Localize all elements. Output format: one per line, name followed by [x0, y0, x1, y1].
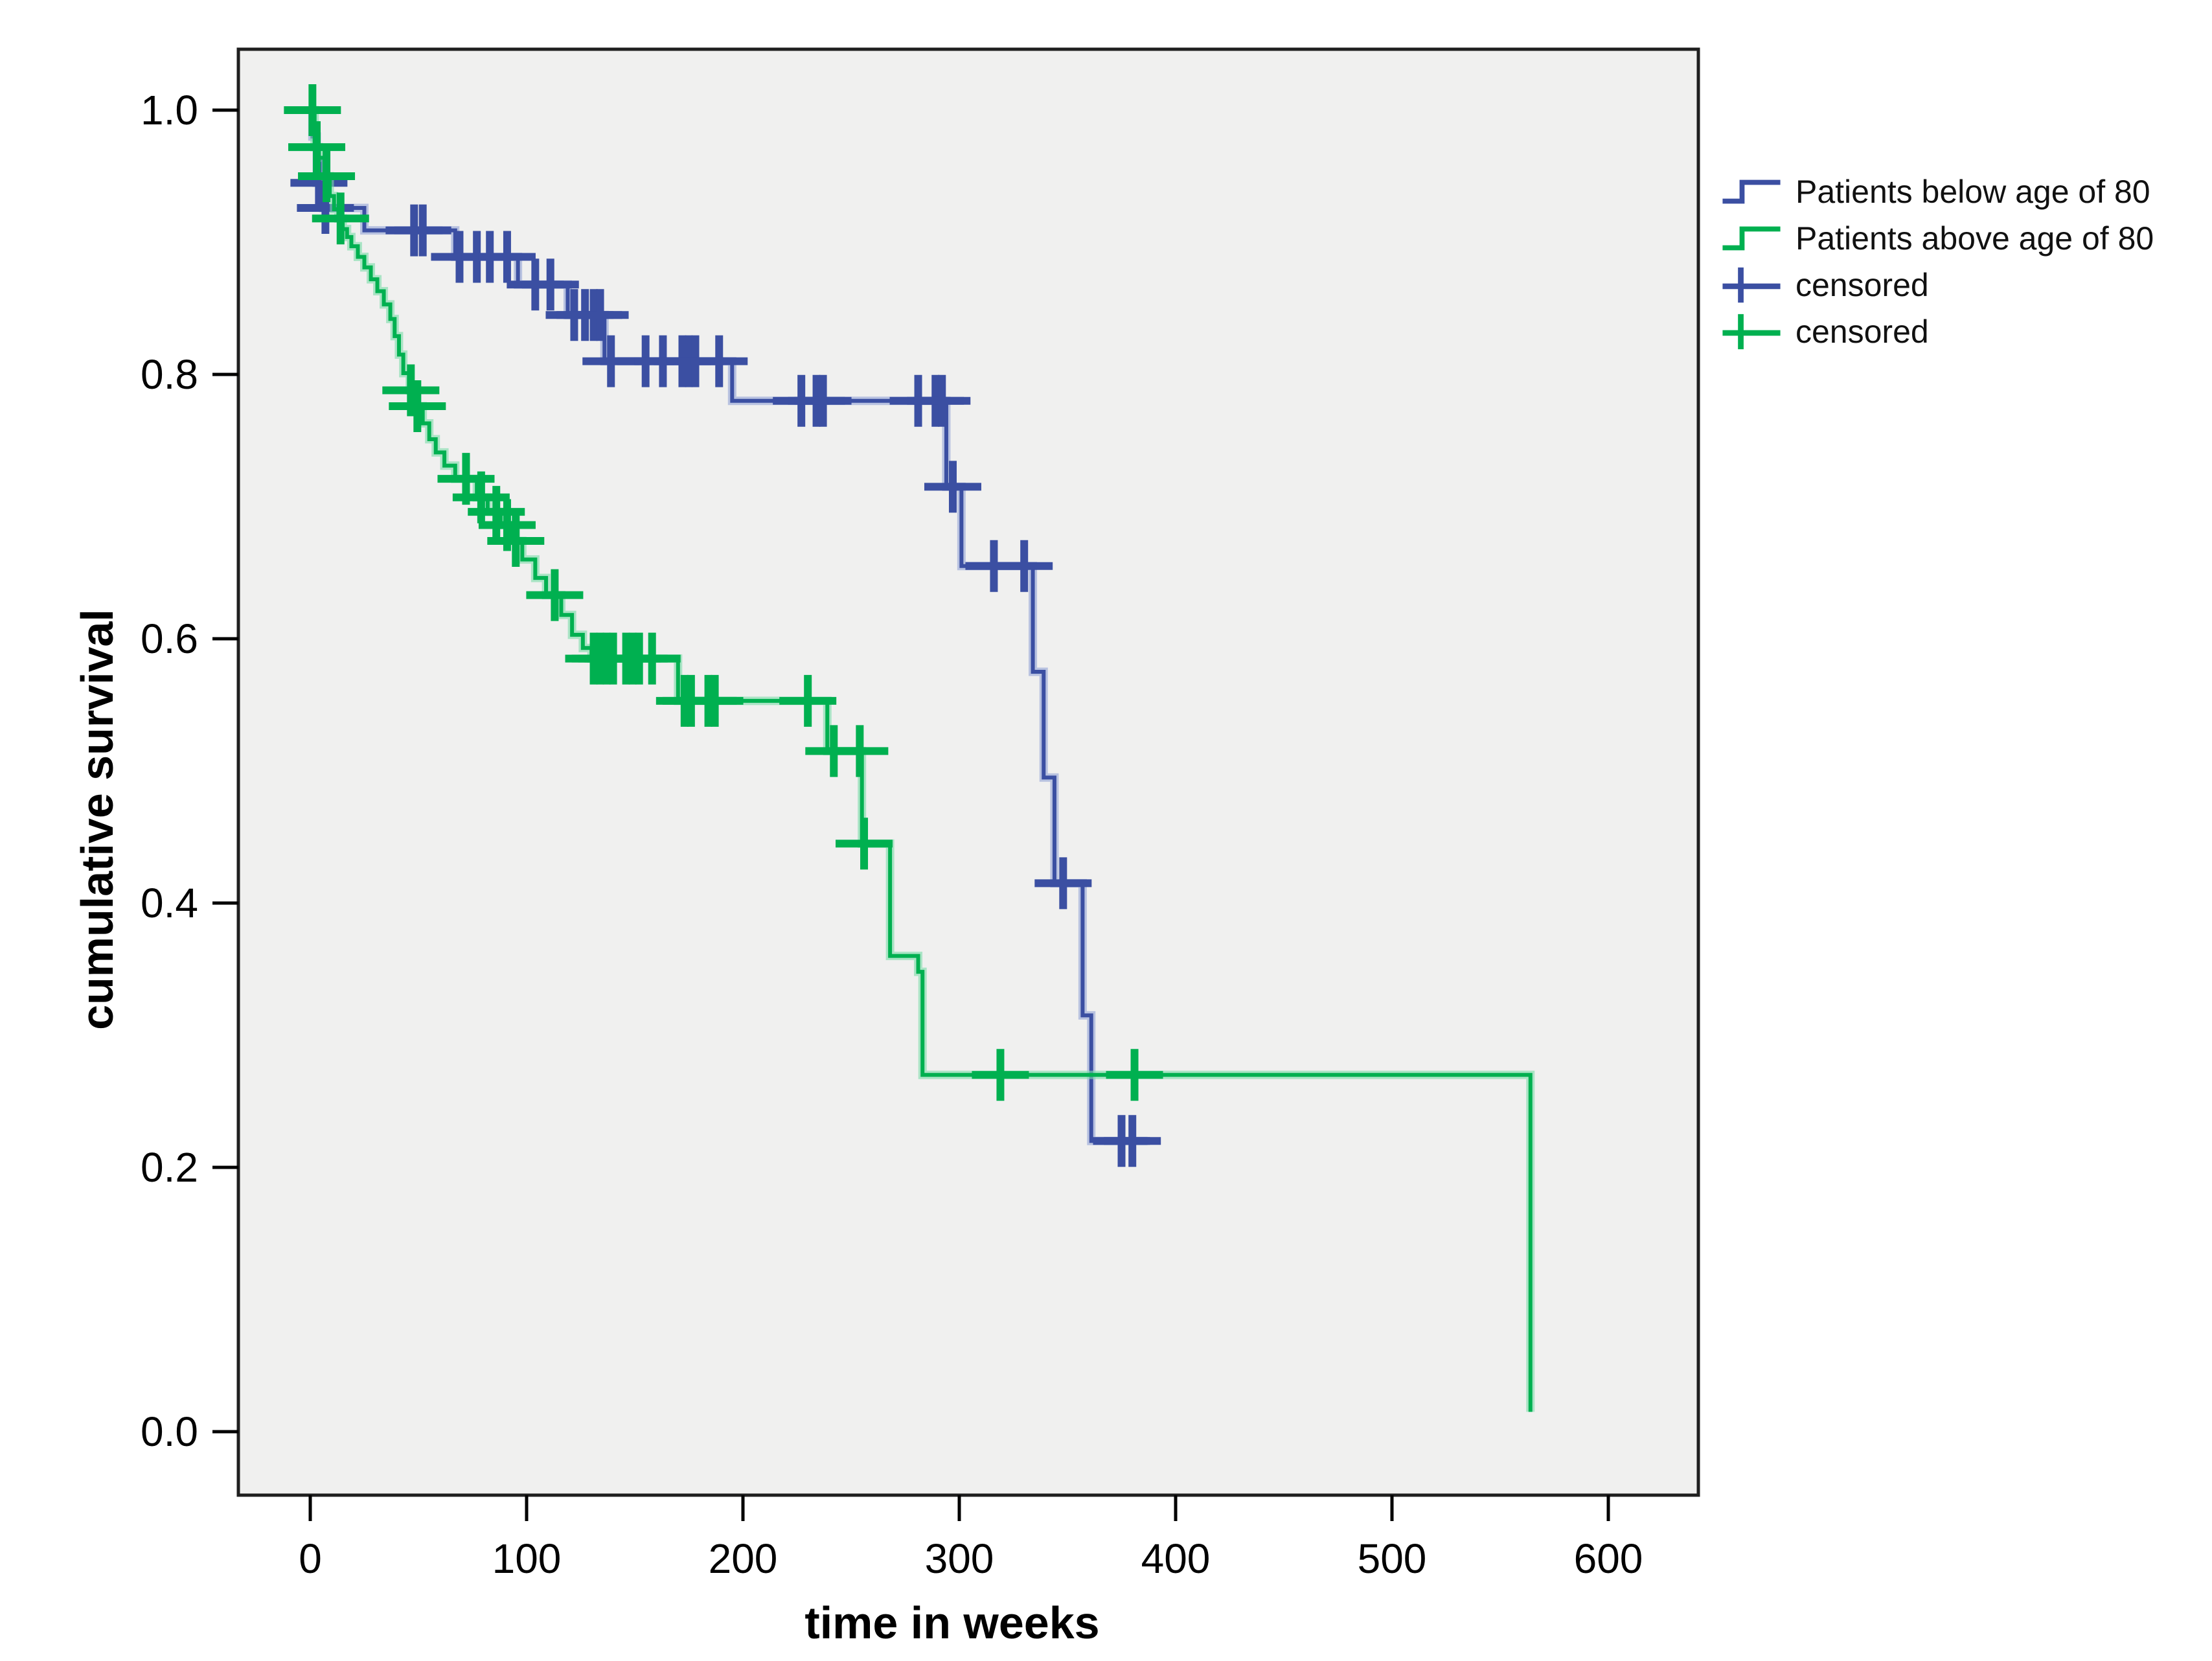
legend-item-censored-green: censored: [1718, 308, 2154, 355]
censor-plus-mark: [478, 231, 536, 283]
series-patients-above-80: [284, 84, 1535, 1412]
censor-plus-mark: [996, 540, 1053, 592]
censor-plus-mark: [972, 1049, 1029, 1101]
censor-plus-mark: [686, 674, 744, 727]
censor-plus-mark: [394, 204, 451, 257]
censor-plus-icon: [1722, 314, 1781, 350]
y-axis-ticks: 1.0 0.8 0.6 0.4 0.2 0.0: [141, 87, 238, 1455]
censor-plus-mark: [836, 818, 893, 870]
x-tick-label: 500: [1358, 1535, 1427, 1582]
y-tick-label: 0.2: [141, 1144, 198, 1191]
x-tick-label: 300: [925, 1535, 994, 1582]
censor-plus-mark: [284, 84, 341, 136]
plot-area: [236, 47, 1700, 1497]
censor-plus-mark: [526, 569, 584, 621]
x-tick-label: 200: [709, 1535, 778, 1582]
censor-plus-mark: [389, 380, 446, 432]
censor-plus-mark: [468, 486, 525, 538]
x-tick-label: 100: [492, 1535, 562, 1582]
legend-label: Patients below age of 80: [1796, 174, 2150, 210]
censor-plus-mark: [487, 515, 545, 567]
censor-plus-mark: [690, 335, 748, 387]
censor-plus-mark: [1106, 1049, 1163, 1101]
x-tick-label: 0: [299, 1535, 322, 1582]
censor-plus-mark: [312, 192, 369, 245]
y-tick-label: 0.4: [141, 880, 198, 926]
legend-label: censored: [1796, 267, 1929, 303]
step-line-icon: [1722, 226, 1781, 251]
legend-item-above-80: Patients above age of 80: [1718, 215, 2154, 262]
censor-plus-mark: [1034, 857, 1092, 910]
legend-label: Patients above age of 80: [1796, 220, 2154, 257]
y-tick-label: 0.6: [141, 615, 198, 662]
censor-plus-mark: [794, 374, 852, 427]
censor-plus-mark: [288, 121, 346, 174]
y-tick-label: 1.0: [141, 87, 198, 133]
chart-legend: Patients below age of 80 Patients above …: [1718, 168, 2154, 355]
x-axis-title: time in weeks: [804, 1598, 1100, 1648]
censor-plus-mark: [521, 258, 579, 311]
censor-marks: [290, 157, 1161, 1167]
censor-plus-mark: [571, 289, 629, 341]
censor-plus-mark: [924, 461, 981, 513]
censor-plus-mark: [298, 150, 356, 202]
x-tick-label: 600: [1574, 1535, 1643, 1582]
censor-plus-mark: [779, 674, 837, 727]
x-axis-ticks: 0 100 200 300 400 500 600: [299, 1495, 1643, 1582]
legend-label: censored: [1796, 314, 1929, 350]
censor-plus-mark: [831, 725, 889, 777]
censor-plus-icon: [1722, 267, 1781, 303]
censor-plus-mark: [623, 632, 681, 685]
y-tick-label: 0.0: [141, 1408, 198, 1455]
legend-item-below-80: Patients below age of 80: [1718, 168, 2154, 215]
y-tick-label: 0.8: [141, 351, 198, 398]
censor-plus-mark: [1104, 1115, 1161, 1167]
legend-item-censored-blue: censored: [1718, 262, 2154, 308]
y-axis-title: cumulative survival: [72, 609, 122, 1030]
censor-plus-mark: [913, 374, 971, 427]
x-tick-label: 400: [1141, 1535, 1211, 1582]
step-line-icon: [1722, 179, 1781, 204]
censor-marks: [284, 84, 1163, 1101]
